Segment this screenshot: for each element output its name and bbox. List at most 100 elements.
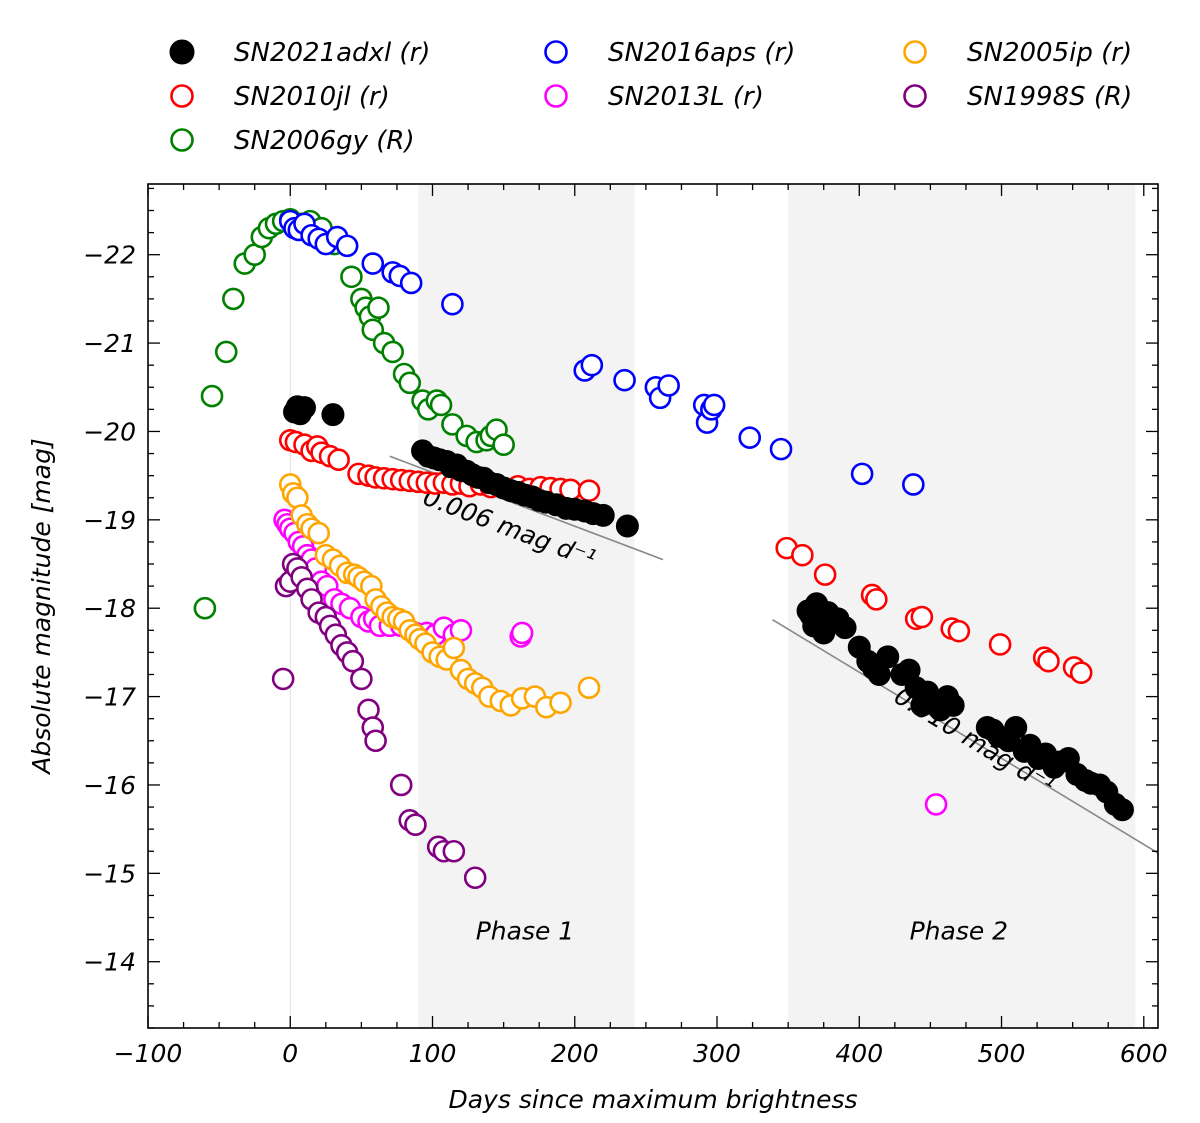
y-tick-label: −15: [83, 859, 136, 888]
point-sn2021adxl-r: [283, 400, 307, 424]
x-tick-label: 100: [409, 1039, 457, 1068]
plot-frame: [147, 183, 1159, 1029]
data-points: [193, 208, 1134, 890]
point-sn2021adxl-r: [833, 616, 857, 640]
axis-ticks: −100 0 100 200 300 400 500 600 −14 −15 −16 −17 −18 −1…: [83, 184, 1168, 1068]
point-sn2021adxl-r: [876, 645, 900, 669]
point-sn2010jl-r: [327, 448, 350, 472]
point-sn2006gy-r: [429, 393, 453, 417]
point-sn2006gy-r: [214, 340, 238, 364]
legend-item-sn2005ip-r: SN2005ip (r): [903, 38, 1132, 68]
phase-band-2: [788, 184, 1136, 1028]
legend-label: SN2021adxl (r): [234, 38, 430, 68]
legend-item-sn2010jl-r: SN2010jl (r): [170, 82, 390, 112]
point-sn2010jl-r: [910, 605, 934, 629]
x-tick-label: 300: [693, 1039, 741, 1068]
legend: SN2021adxl (r) SN2010jl (r) SN2006gy (R) SN…: [169, 38, 1132, 156]
plot-border: [147, 183, 1159, 1029]
legend-item-sn2021adxl-r: SN2021adxl (r): [169, 38, 430, 68]
series-sn2016aps-r: [278, 209, 925, 496]
point-sn1998s-r: [442, 839, 466, 863]
point-sn1998s-r: [404, 813, 427, 837]
legend-item-sn2016aps-r: SN2016aps (r): [544, 38, 795, 68]
x-tick-label: 0: [282, 1039, 298, 1068]
point-sn2016aps-r: [361, 252, 385, 275]
legend-marker: [544, 40, 568, 64]
legend-label: SN1998S (R): [967, 82, 1132, 112]
phase-bands: Phase 1 Phase 2: [418, 184, 1136, 1028]
y-tick-label: −14: [83, 948, 136, 977]
fit-line-2: [772, 619, 1159, 854]
legend-label: SN2010jl (r): [234, 82, 390, 112]
point-sn2005ip-r: [549, 691, 572, 715]
point-sn2010jl-r: [577, 479, 601, 502]
point-sn2016aps-r: [580, 353, 604, 377]
point-sn2006gy-r: [381, 340, 404, 364]
series-sn1998s-r: [271, 552, 487, 890]
point-sn2021adxl-r: [321, 403, 345, 427]
point-sn2016aps-r: [657, 374, 680, 397]
point-sn2016aps-r: [399, 271, 423, 295]
legend-item-sn2013l-r: SN2013L (r): [544, 82, 764, 112]
legend-label: SN2006gy (R): [234, 126, 415, 156]
series-sn2021adxl-r: [283, 395, 1134, 822]
legend-marker: [903, 84, 927, 108]
point-sn2006gy-r: [367, 296, 390, 320]
point-sn2005ip-r: [307, 521, 331, 545]
point-sn2005ip-r: [577, 676, 601, 700]
point-sn2016aps-r: [441, 292, 464, 316]
point-sn2006gy-r: [492, 433, 515, 457]
point-sn2021adxl-r: [1004, 716, 1028, 740]
point-sn2010jl-r: [791, 543, 814, 567]
point-sn2016aps-r: [702, 393, 726, 417]
legend-label: SN2013L (r): [608, 82, 764, 112]
point-sn2021adxl-r: [1110, 798, 1134, 822]
y-axis-title: Absolute magnitude [mag]: [27, 438, 56, 775]
phase-label-2: Phase 2: [910, 917, 1009, 946]
x-tick-label: −100: [114, 1039, 183, 1068]
point-sn2010jl-r: [947, 619, 971, 643]
legend-label: SN2005ip (r): [967, 38, 1132, 68]
x-tick-label: 400: [835, 1039, 883, 1068]
point-sn2013l-r: [924, 793, 948, 816]
point-sn2016aps-r: [850, 462, 874, 486]
phase-band-1: [418, 184, 635, 1028]
point-sn2013l-r: [510, 621, 534, 645]
y-tick-label: −18: [83, 594, 136, 623]
y-tick-label: −17: [83, 683, 136, 712]
x-tick-label: 200: [551, 1039, 599, 1068]
point-sn2006gy-r: [193, 596, 217, 620]
legend-item-sn2006gy-r: SN2006gy (R): [170, 126, 415, 156]
y-tick-label: −19: [83, 506, 136, 535]
y-tick-label: −22: [83, 241, 136, 270]
point-sn2021adxl-r: [591, 503, 615, 527]
point-sn1998s-r: [463, 866, 487, 890]
x-tick-label: 500: [978, 1039, 1026, 1068]
x-axis-title: Days since maximum brightness: [448, 1085, 857, 1114]
point-sn1998s-r: [341, 649, 365, 673]
point-sn2016aps-r: [335, 234, 359, 258]
series-sn2010jl-r: [278, 428, 1093, 685]
x-tick-label: 600: [1120, 1039, 1168, 1068]
point-sn2010jl-r: [865, 588, 888, 611]
point-sn1998s-r: [350, 667, 373, 691]
point-sn1998s-r: [271, 667, 295, 691]
y-tick-label: −16: [83, 771, 136, 800]
series-sn2005ip-r: [278, 473, 601, 719]
point-sn2006gy-r: [398, 371, 422, 395]
legend-marker: [903, 40, 927, 64]
point-sn2006gy-r: [200, 384, 224, 408]
point-sn2021adxl-r: [615, 514, 639, 538]
legend-marker: [170, 128, 194, 152]
point-sn2010jl-r: [1069, 661, 1093, 685]
point-sn2016aps-r: [769, 437, 793, 461]
point-sn2010jl-r: [813, 563, 837, 586]
point-sn2016aps-r: [613, 368, 636, 392]
y-tick-label: −21: [83, 329, 136, 358]
point-sn2010jl-r: [1037, 649, 1060, 673]
point-sn1998s-r: [364, 729, 387, 753]
legend-marker: [170, 84, 194, 108]
point-sn2005ip-r: [442, 636, 466, 660]
point-sn2016aps-r: [738, 426, 762, 449]
